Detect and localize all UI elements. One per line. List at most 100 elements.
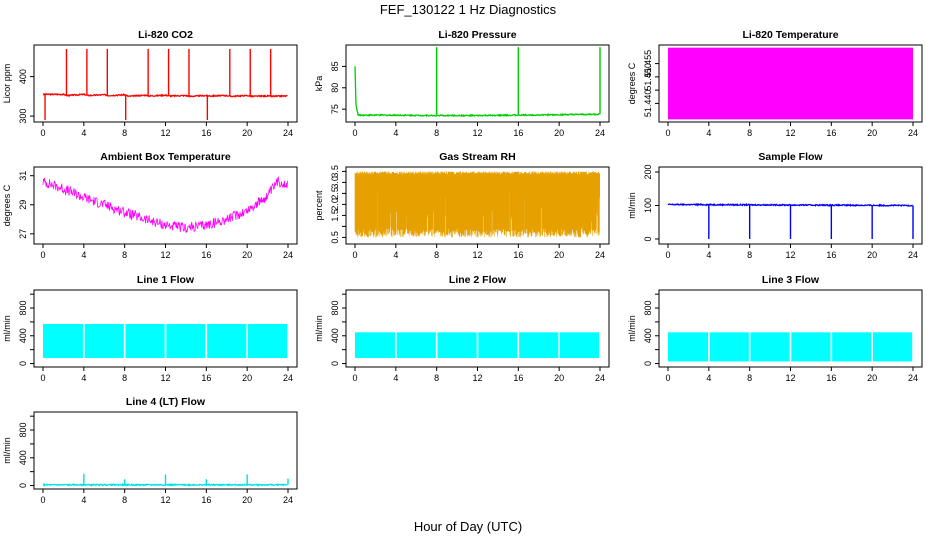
flow-band-segment: [559, 332, 600, 358]
chart-title: Ambient Box Temperature: [100, 151, 231, 163]
x-tick-label: 0: [40, 128, 45, 138]
x-tick-label: 4: [81, 373, 86, 383]
rh-series: [354, 171, 600, 238]
x-tick-label: 0: [352, 373, 357, 383]
x-tick-label: 16: [513, 128, 523, 138]
x-tick-label: 24: [283, 373, 293, 383]
y-tick-label: 80: [330, 83, 340, 93]
flow-band-segment: [832, 332, 872, 362]
flow-band-segment: [791, 332, 831, 362]
chart-panel-6: Sample Flow 0 4 8 12 16 20 24 0 100 200 ml/min: [627, 151, 923, 260]
x-tick-label: 12: [160, 128, 170, 138]
x-tick-label: 4: [393, 128, 398, 138]
y-axis-label: degrees C: [627, 62, 637, 104]
y-tick-label: 0: [330, 361, 340, 366]
chart-data-layer: [42, 176, 288, 234]
x-tick-label: 16: [826, 250, 836, 260]
y-tick-label: 51.455: [643, 50, 653, 78]
y-tick-label: 0.5: [330, 231, 340, 244]
chart-title: Sample Flow: [758, 151, 823, 163]
x-tick-label: 12: [160, 250, 170, 260]
x-tick-label: 8: [434, 128, 439, 138]
flow-band-segment: [750, 332, 790, 362]
x-tick-label: 4: [706, 128, 711, 138]
x-tick-label: 0: [665, 250, 670, 260]
y-tick-label: 800: [18, 423, 28, 438]
x-tick-label: 24: [908, 128, 918, 138]
x-tick-label: 8: [122, 128, 127, 138]
x-tick-label: 12: [785, 373, 795, 383]
y-axis-label: kPa: [314, 76, 324, 92]
y-tick-label: 85: [330, 61, 340, 71]
flow-band-segment: [668, 332, 709, 362]
flow-band-segment: [166, 323, 206, 358]
y-tick-label: 3.5: [330, 165, 340, 178]
y-tick-label: 200: [643, 165, 653, 180]
y-axis-label: Licor ppm: [2, 64, 12, 104]
figure-title: FEF_130122 1 Hz Diagnostics: [380, 2, 557, 17]
y-tick-label: 0: [18, 483, 28, 488]
x-tick-label: 20: [867, 250, 877, 260]
x-tick-label: 24: [595, 128, 605, 138]
x-tick-label: 0: [352, 128, 357, 138]
x-tick-label: 4: [706, 250, 711, 260]
flow-band-segment: [125, 323, 165, 358]
x-tick-label: 4: [81, 495, 86, 505]
chart-data-layer: [354, 47, 601, 118]
y-tick-label: 2.0: [330, 198, 340, 211]
x-tick-label: 0: [665, 373, 670, 383]
flow-band-segment: [43, 323, 84, 358]
x-tick-label: 20: [242, 495, 252, 505]
y-tick-label: 51.440: [643, 90, 653, 118]
chart-panel-5: Gas Stream RH 0 4 8 12 16 20 24 0.5 1.52.02.53.03…: [314, 151, 610, 260]
chart-panel-7: Line 1 Flow 0 4 8 12 16 20 24 0 400 800 ml/min: [2, 274, 298, 383]
x-tick-label: 4: [706, 373, 711, 383]
chart-title: Line 4 (LT) Flow: [126, 396, 206, 408]
flow-band-segment: [519, 332, 559, 358]
x-tick-label: 8: [747, 128, 752, 138]
x-tick-label: 20: [242, 250, 252, 260]
y-tick-label: 400: [643, 328, 653, 343]
x-tick-label: 20: [554, 128, 564, 138]
x-tick-label: 16: [513, 250, 523, 260]
chart-data-layer: [668, 47, 913, 120]
y-tick-label: 27: [18, 229, 28, 239]
y-axis-label: degrees C: [2, 184, 12, 226]
y-axis-label: ml/min: [2, 437, 12, 464]
chart-data-layer: [355, 332, 600, 358]
x-tick-label: 8: [747, 250, 752, 260]
x-tick-label: 20: [867, 373, 877, 383]
flow-band-segment: [396, 332, 436, 358]
x-tick-label: 16: [201, 128, 211, 138]
x-tick-label: 0: [352, 250, 357, 260]
x-tick-label: 4: [81, 250, 86, 260]
x-tick-label: 24: [283, 128, 293, 138]
x-tick-label: 20: [242, 373, 252, 383]
data-series-line: [42, 176, 288, 234]
flow-band-segment: [437, 332, 477, 358]
y-axis-label: ml/min: [627, 315, 637, 342]
x-tick-label: 0: [665, 128, 670, 138]
chart-panel-1: Li-820 CO2 0 4 8 12 16 20 24 300 400 Licor ppm: [2, 29, 298, 138]
flow-band-segment: [709, 332, 749, 362]
y-tick-label: 0: [643, 236, 653, 241]
y-tick-label: 400: [330, 328, 340, 343]
y-tick-label: 51.450: [643, 63, 653, 91]
x-tick-label: 16: [826, 373, 836, 383]
x-tick-label: 4: [393, 250, 398, 260]
y-tick-label: 100: [643, 198, 653, 213]
chart-panel-9: Line 3 Flow 0 4 8 12 16 20 24 0 400 800 ml/min: [627, 274, 923, 383]
data-series-line: [354, 66, 600, 118]
plot-frame: [345, 44, 610, 123]
x-tick-label: 8: [747, 373, 752, 383]
chart-data-layer: [354, 171, 600, 238]
x-tick-label: 8: [122, 250, 127, 260]
y-tick-label: 3.0: [330, 176, 340, 189]
x-tick-label: 0: [40, 373, 45, 383]
x-tick-label: 16: [201, 373, 211, 383]
x-tick-label: 24: [908, 373, 918, 383]
y-axis-label: percent: [314, 190, 324, 221]
plot-frame: [33, 44, 298, 123]
